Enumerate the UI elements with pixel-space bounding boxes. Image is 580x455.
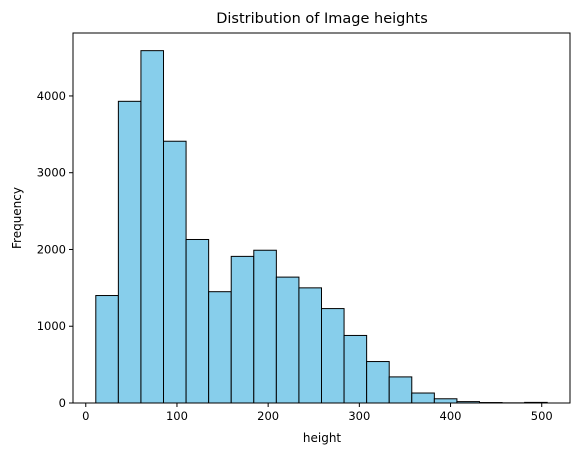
- y-tick-label: 1000: [37, 319, 66, 333]
- histogram-bar: [185, 238, 210, 404]
- x-tick-label: 300: [348, 409, 370, 423]
- x-tick-label: 100: [166, 409, 188, 423]
- x-tick-label: 0: [82, 409, 89, 423]
- histogram-bar: [433, 398, 458, 404]
- x-tick-label: 500: [531, 409, 553, 423]
- histogram-bar: [140, 50, 165, 404]
- y-tick-label: 4000: [37, 89, 66, 103]
- histogram-bar: [366, 361, 390, 404]
- y-axis-ticks: 0 1000 2000 3000 4000: [37, 89, 73, 410]
- histogram-bar: [321, 308, 345, 404]
- x-tick-label: 400: [440, 409, 462, 423]
- histogram-bar: [117, 100, 142, 404]
- histogram-bar: [163, 140, 187, 404]
- histogram-bar: [411, 392, 435, 404]
- x-tick-label: 200: [257, 409, 279, 423]
- histogram-bar: [275, 276, 300, 404]
- y-tick-label: 0: [59, 396, 66, 410]
- histogram-bar: [95, 295, 119, 404]
- plot-frame: [72, 32, 571, 404]
- histogram-bar: [230, 255, 255, 404]
- chart-title: Distribution of Image heights: [216, 11, 428, 27]
- y-tick-label: 3000: [37, 166, 66, 180]
- x-axis-ticks: 0 100 200 300 400 500: [82, 403, 553, 423]
- histogram-bar: [343, 334, 368, 404]
- y-tick-label: 2000: [37, 242, 66, 256]
- histogram-bar: [388, 376, 413, 404]
- histogram-bar: [298, 287, 322, 404]
- histogram-bar: [208, 291, 232, 404]
- y-axis-label: Frequency: [10, 187, 24, 249]
- bars-group: [95, 50, 548, 404]
- x-axis-label: height: [303, 431, 342, 445]
- histogram-bar: [253, 249, 277, 404]
